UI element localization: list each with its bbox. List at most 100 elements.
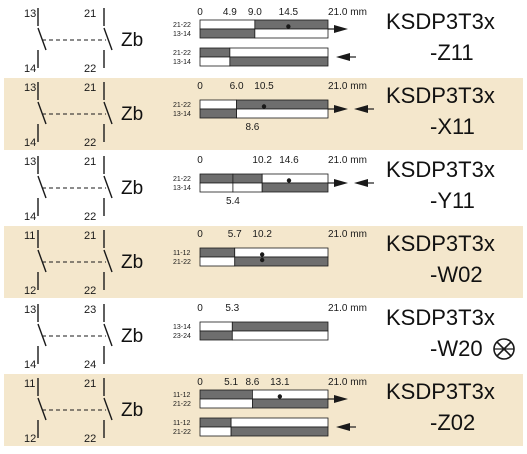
terminal-label-bottom-left: 12 <box>24 285 36 297</box>
arrow-left-icon <box>336 53 350 61</box>
bar-segment <box>199 99 237 110</box>
actuation-dot <box>277 394 283 399</box>
arrow-left-icon <box>336 423 350 431</box>
model-line-1: KSDP3T3x <box>386 9 495 34</box>
bar-contact-label: 21-22 <box>173 22 191 29</box>
arrow-right-icon <box>334 25 348 33</box>
function-label: Zb <box>121 30 144 51</box>
function-label: Zb <box>121 252 144 273</box>
terminal-label-bottom-right: 22 <box>84 137 96 149</box>
bar-contact-label: 11-12 <box>173 392 190 399</box>
contact-schematic: 13 21 14 22 <box>24 82 113 149</box>
contact-blade <box>103 323 113 347</box>
model-number: KSDP3T3x -Y11 <box>386 154 506 216</box>
bar-segment <box>232 182 263 193</box>
model-line-2: -Z11 <box>430 40 474 65</box>
diagram-row: 11 21 12 22 0 5.7 10.2 21.0 mm 11-12 21-22 Zb KSDP3… <box>4 226 523 298</box>
travel-bar: 13-14 23-24 <box>173 321 329 341</box>
terminal-label-bottom-left: 14 <box>24 211 36 223</box>
bar-contact-label: 21-22 <box>173 50 191 57</box>
no-rotate-symbol <box>493 338 515 360</box>
terminal-label-top-left: 13 <box>24 82 36 94</box>
terminal-label-top-right: 21 <box>84 378 96 390</box>
model-line-1: KSDP3T3x <box>386 83 495 108</box>
row-graphics: 13 21 14 22 0 10.2 14.6 21.0 mm 21-22 13-14 5.4 <box>24 155 374 223</box>
function-label: Zb <box>121 104 144 125</box>
bar-segment <box>199 321 233 332</box>
arrow-left-icon <box>354 105 368 113</box>
model-line-1: KSDP3T3x <box>386 231 495 256</box>
terminal-label-top-right: 21 <box>84 8 96 20</box>
bar-segment <box>229 56 329 67</box>
function-label: Zb <box>121 326 144 347</box>
diagram-row: 13 21 14 22 0 6.0 10.5 21.0 mm 21-22 13-14 8.6 Zb KS… <box>4 78 523 150</box>
model-number: KSDP3T3x -Z11 <box>386 6 506 68</box>
tick-label-top: 14.5 <box>279 7 299 18</box>
terminal-label-bottom-left: 14 <box>24 137 36 149</box>
actuation-dot <box>259 257 265 263</box>
bar-segment <box>252 389 329 400</box>
contact-blade <box>37 101 47 125</box>
contact-schematic: 11 21 12 22 <box>24 230 113 297</box>
bar-segment <box>199 389 253 400</box>
travel-bar: 11-12 21-22 <box>173 417 356 437</box>
tick-label-top: 10.5 <box>254 81 274 92</box>
terminal-label-bottom-left: 14 <box>24 63 36 75</box>
bar-segment <box>199 108 237 119</box>
model-number: KSDP3T3x -W02 <box>386 228 506 290</box>
travel-bar: 21-22 13-14 <box>173 173 374 193</box>
travel-bar: 21-22 13-14 <box>173 19 348 39</box>
bar-segment <box>199 28 256 39</box>
terminal-label-top-left: 11 <box>24 378 35 390</box>
contact-blade <box>103 249 113 273</box>
bar-contact-label: 11-12 <box>173 250 190 257</box>
contact-blade <box>37 27 47 51</box>
model-number: KSDP3T3x -W20 <box>386 302 506 364</box>
terminal-label-top-right: 23 <box>84 304 96 316</box>
contact-blade <box>103 101 113 125</box>
model-line-1: KSDP3T3x <box>386 305 495 330</box>
model-number: KSDP3T3x -Z02 <box>386 376 506 438</box>
terminal-label-bottom-right: 22 <box>84 63 96 75</box>
terminal-label-top-left: 13 <box>24 156 36 168</box>
tick-label-top: 8.6 <box>245 377 259 388</box>
travel-bar: 11-12 21-22 <box>173 247 329 267</box>
bar-segment <box>231 321 329 332</box>
bar-segment <box>199 47 231 58</box>
bar-contact-label: 21-22 <box>173 176 191 183</box>
terminal-label-top-left: 13 <box>24 304 36 316</box>
tick-label-top: 21.0 mm <box>328 81 367 92</box>
function-label: Zb <box>121 400 144 421</box>
bar-contact-label: 13-14 <box>173 185 191 192</box>
bar-contact-label: 21-22 <box>173 401 191 408</box>
tick-label-top: 0 <box>197 377 203 388</box>
contact-schematic: 13 21 14 22 <box>24 8 113 75</box>
bar-contact-label: 13-14 <box>173 59 191 66</box>
bar-segment <box>199 182 234 193</box>
tick-label-top: 5.7 <box>228 229 242 240</box>
terminal-label-top-left: 13 <box>24 8 36 20</box>
travel-chart: 0 5.3 21.0 mm 13-14 23-24 <box>173 303 367 341</box>
tick-label-top: 0 <box>197 7 203 18</box>
tick-label-top: 21.0 mm <box>328 303 367 314</box>
travel-chart: 0 5.1 8.6 13.1 21.0 mm 11-12 21-22 11-12 21-22 <box>173 377 367 437</box>
model-line-2: -Y11 <box>430 188 475 213</box>
function-label: Zb <box>121 178 144 199</box>
bar-segment <box>229 47 329 58</box>
tick-label-top: 13.1 <box>270 377 290 388</box>
bar-segment <box>234 256 329 267</box>
contact-blade <box>103 397 113 421</box>
tick-label-top: 21.0 mm <box>328 229 367 240</box>
tick-label-top: 14.6 <box>279 155 299 166</box>
tick-label-top: 21.0 mm <box>328 7 367 18</box>
terminal-label-top-right: 21 <box>84 156 96 168</box>
bar-segment <box>199 19 256 30</box>
contact-blade <box>37 397 47 421</box>
arrow-right-icon <box>334 105 348 113</box>
actuation-dot <box>286 178 292 183</box>
contact-blade <box>103 27 113 51</box>
bar-contact-label: 13-14 <box>173 31 191 38</box>
